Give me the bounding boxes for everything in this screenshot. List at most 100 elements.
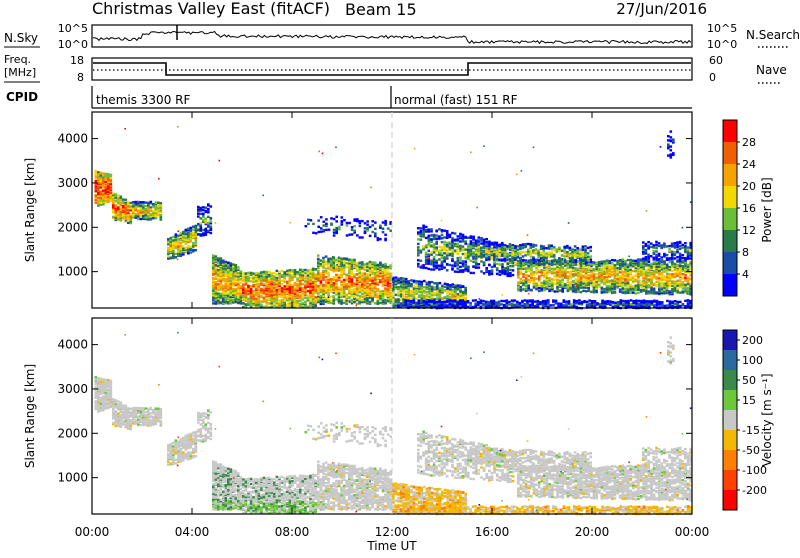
power-cell (250, 280, 253, 282)
power-cell (501, 246, 504, 248)
power-cell (556, 282, 559, 284)
power-cell (561, 274, 564, 276)
power-cell (585, 259, 588, 261)
power-cell (435, 238, 438, 240)
power-cell (470, 253, 473, 255)
power-cell (160, 214, 163, 216)
power-cell (366, 273, 369, 275)
power-cell (325, 255, 328, 257)
power-cell (433, 292, 436, 294)
date-label: 27/Jun/2016 (616, 0, 707, 18)
power-cell (195, 230, 198, 232)
power-cell (511, 256, 514, 258)
power-cell (616, 278, 619, 280)
power-cell (207, 230, 210, 232)
power-cell (627, 290, 630, 292)
power-cell (541, 285, 544, 287)
power-cell (200, 222, 203, 224)
power-cell (387, 300, 390, 302)
power-cell (250, 304, 253, 306)
power-cell (142, 215, 145, 217)
power-cell (320, 295, 323, 297)
power-cell (410, 279, 413, 281)
power-cell (369, 261, 372, 263)
power-cell (302, 295, 305, 297)
power-cell (327, 279, 330, 281)
power-cell (252, 290, 255, 292)
power-cell (400, 302, 403, 304)
power-cell (307, 272, 310, 274)
power-cell (120, 211, 123, 213)
power-cell (263, 276, 266, 278)
power-cell (202, 232, 205, 234)
power-cell (459, 247, 462, 249)
power-cell (499, 274, 502, 276)
power-cell (441, 285, 444, 287)
power-cell (532, 244, 535, 246)
power-cell (572, 280, 575, 282)
power-cell (294, 269, 297, 271)
power-cell (413, 280, 416, 282)
power-cell (160, 202, 163, 204)
power-cell (172, 252, 175, 254)
power-cell (222, 285, 225, 287)
power-cell (338, 286, 341, 288)
power-cell (582, 251, 585, 253)
power-cell (112, 192, 115, 194)
power-cell (522, 255, 525, 257)
power-cell (374, 262, 377, 264)
power-cell (509, 265, 512, 267)
power-cell (490, 248, 493, 250)
power-cell (632, 265, 635, 267)
power-cell (550, 251, 553, 253)
power-cell (550, 248, 553, 250)
power-cell (575, 279, 578, 281)
power-cell (425, 267, 428, 269)
power-cell (496, 258, 499, 260)
power-cell (451, 264, 454, 266)
power-cell (260, 304, 263, 306)
power-cell (483, 239, 486, 241)
power-cell (648, 284, 651, 286)
power-cell (525, 271, 528, 273)
power-cell (580, 277, 583, 279)
power-cell (207, 216, 210, 218)
power-cell (624, 260, 627, 262)
power-cell (374, 285, 377, 287)
power-cell (150, 201, 153, 203)
power-cell (402, 296, 405, 298)
power-cell (548, 244, 551, 246)
power-cell (493, 259, 496, 261)
power-cell (538, 269, 541, 271)
power-cell (457, 297, 460, 299)
power-cell (353, 301, 356, 303)
power-cell (537, 250, 540, 252)
power-cell (446, 242, 449, 244)
freq-tick-bottom: 8 (77, 71, 84, 84)
power-cell (588, 287, 591, 289)
power-cell (258, 292, 261, 294)
power-cell (569, 257, 572, 259)
power-cell (433, 268, 436, 270)
power-cell (538, 284, 541, 286)
power-cell (155, 206, 158, 208)
power-cell (197, 206, 200, 208)
power-cell (132, 201, 135, 203)
freq-tick-top: 18 (70, 54, 84, 67)
power-cell (185, 229, 188, 231)
power-cell (150, 209, 153, 211)
power-cell (483, 261, 486, 263)
power-cell (260, 271, 263, 273)
power-cell (504, 267, 507, 269)
power-cell (340, 274, 343, 276)
power-cell (477, 246, 480, 248)
power-cell (377, 277, 380, 279)
power-cell (192, 232, 195, 234)
power-cell (524, 251, 527, 253)
power-cell (147, 202, 150, 204)
power-cell (366, 293, 369, 295)
power-cell (428, 228, 431, 230)
power-cell (212, 285, 215, 287)
power-cell (616, 273, 619, 275)
power-cell (522, 262, 525, 264)
